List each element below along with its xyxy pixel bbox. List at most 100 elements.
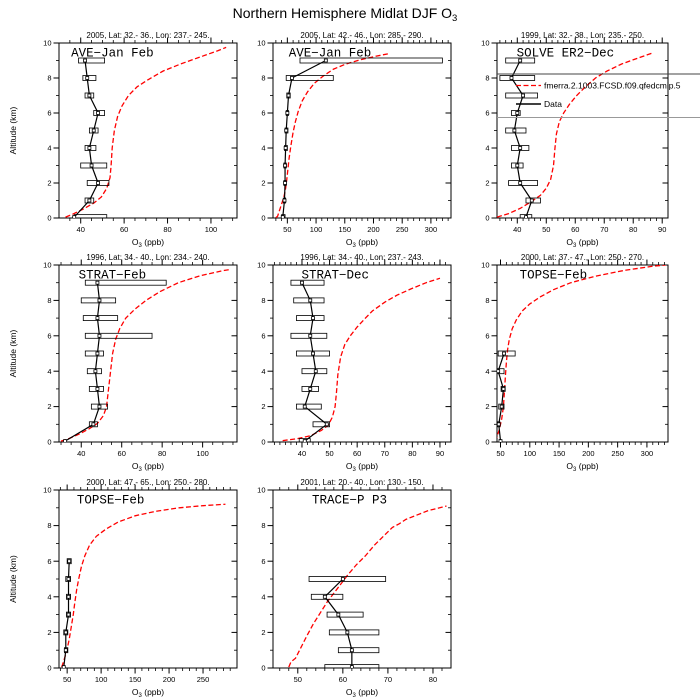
y-tick-label: 2 <box>485 402 489 411</box>
y-tick-label: 2 <box>261 402 265 411</box>
data-marker <box>96 111 100 115</box>
model-line <box>65 46 227 218</box>
x-tick-label: 300 <box>425 225 438 234</box>
x-tick-label: 300 <box>641 449 654 458</box>
data-marker <box>308 386 313 391</box>
x-tick-label: 150 <box>129 675 142 684</box>
data-marker <box>66 612 71 617</box>
data-box <box>93 110 105 116</box>
legend-model-label: fmerra.2.1003.FCSD.f09.qfedcmip.5 <box>544 81 681 91</box>
panel-title: 1996, Lat: 34.- 40., Lon: 237.- 243. <box>300 253 423 262</box>
data-marker <box>91 128 96 133</box>
y-tick-label: 4 <box>47 592 51 601</box>
y-tick-label: 0 <box>47 438 51 447</box>
data-line <box>64 282 101 442</box>
data-marker <box>283 163 287 168</box>
panel-inner-label: STRAT−Feb <box>79 269 147 283</box>
y-tick-label: 10 <box>257 486 265 495</box>
panel-inner-label: AVE−Jan Feb <box>71 47 154 61</box>
x-tick-label: 100 <box>524 449 537 458</box>
data-marker <box>91 422 96 427</box>
data-marker <box>67 559 72 564</box>
legend: fmerra.2.1003.FCSD.f09.qfedcmip.5 Data <box>497 73 700 118</box>
panel-6: 50 100 150 200 250 0 2 4 6 8 10 2000, Lat: 47.- 65.… <box>8 478 238 699</box>
y-axis-title: Altitude (km) <box>8 555 18 603</box>
x-tick-label: 80 <box>163 225 171 234</box>
panel-title: 2000, Lat: 47.- 65., Lon: 250.- 280. <box>86 478 209 487</box>
data-box <box>80 297 117 304</box>
data-marker <box>89 163 94 168</box>
figure-title-subscript: 3 <box>452 13 457 24</box>
panel-7: 50 60 70 80 0 2 4 6 8 10 2001, Lat: 20.- 40., Lon:… <box>257 478 452 699</box>
panel-3: 40 60 80 100 0 2 4 6 8 10 1996, Lat: 34.- 40., Lon… <box>8 253 238 473</box>
data-line <box>497 353 505 442</box>
data-marker <box>497 369 501 374</box>
y-tick-label: 4 <box>485 367 489 376</box>
x-tick-label: 200 <box>367 225 380 234</box>
data-marker <box>96 181 100 185</box>
x-tick-label: 60 <box>571 225 579 234</box>
panel-title: 2005, Lat: 42.- 46., Lon: 285.- 290. <box>300 31 423 40</box>
y-tick-label: 4 <box>47 144 51 153</box>
y-tick-label: 10 <box>257 261 265 270</box>
y-tick-label: 6 <box>47 557 51 566</box>
model-line <box>61 503 226 668</box>
y-tick-label: 2 <box>47 402 51 411</box>
y-tick-label: 2 <box>261 179 265 188</box>
panel-1: 50 100 150 200 250 300 0 2 4 6 8 10 2005, Lat: 42.- … <box>257 31 452 249</box>
x-tick-label: 40 <box>77 225 85 234</box>
x-axis-title: O3 (ppb) <box>346 687 378 699</box>
x-tick-label: 100 <box>205 225 218 234</box>
data-box <box>499 75 536 81</box>
x-tick-label: 80 <box>408 449 416 458</box>
data-marker <box>93 369 98 374</box>
x-tick-label: 70 <box>381 449 389 458</box>
data-box <box>84 197 95 204</box>
data-marker <box>95 280 100 285</box>
data-box <box>290 279 325 286</box>
x-tick-label: 50 <box>283 225 291 234</box>
panel-2: 40 50 60 70 80 90 0 2 4 6 8 10 1999, Lat: 32.- 38., … <box>481 31 669 249</box>
data-box <box>86 180 110 186</box>
data-marker <box>87 146 92 150</box>
data-box <box>80 162 108 169</box>
y-axis-title: Altitude (km) <box>8 106 18 154</box>
data-marker <box>518 146 523 150</box>
y-tick-label: 10 <box>257 39 265 48</box>
y-tick-label: 8 <box>261 521 265 530</box>
data-marker <box>95 351 100 356</box>
data-marker <box>518 58 523 63</box>
data-marker <box>336 612 341 617</box>
x-tick-label: 100 <box>196 449 209 458</box>
data-box <box>285 75 334 81</box>
y-tick-label: 6 <box>485 331 489 340</box>
data-line <box>324 578 353 668</box>
x-tick-label: 50 <box>325 449 333 458</box>
x-tick-label: 200 <box>582 449 595 458</box>
data-line <box>510 60 533 218</box>
x-tick-label: 70 <box>600 225 608 234</box>
panel-title: 2000, Lat: 37.- 47., Lon: 250.- 270. <box>521 253 644 262</box>
data-box <box>312 421 330 428</box>
y-tick-label: 4 <box>261 592 265 601</box>
data-box <box>88 421 98 428</box>
x-tick-label: 90 <box>436 449 444 458</box>
data-box <box>290 332 328 339</box>
data-marker <box>282 198 287 203</box>
y-tick-label: 8 <box>261 296 265 305</box>
y-tick-label: 4 <box>485 144 489 153</box>
x-tick-label: 40 <box>298 449 306 458</box>
y-tick-label: 0 <box>47 214 51 223</box>
x-tick-label: 60 <box>339 675 347 684</box>
data-marker <box>72 215 77 218</box>
data-marker <box>66 594 71 599</box>
x-tick-label: 50 <box>496 449 504 458</box>
data-box <box>308 576 387 582</box>
data-box <box>296 315 325 322</box>
data-box <box>301 385 319 392</box>
legend-data-label: Data <box>544 99 562 109</box>
x-tick-label: 60 <box>353 449 361 458</box>
data-marker <box>509 76 514 80</box>
data-box <box>78 57 105 64</box>
